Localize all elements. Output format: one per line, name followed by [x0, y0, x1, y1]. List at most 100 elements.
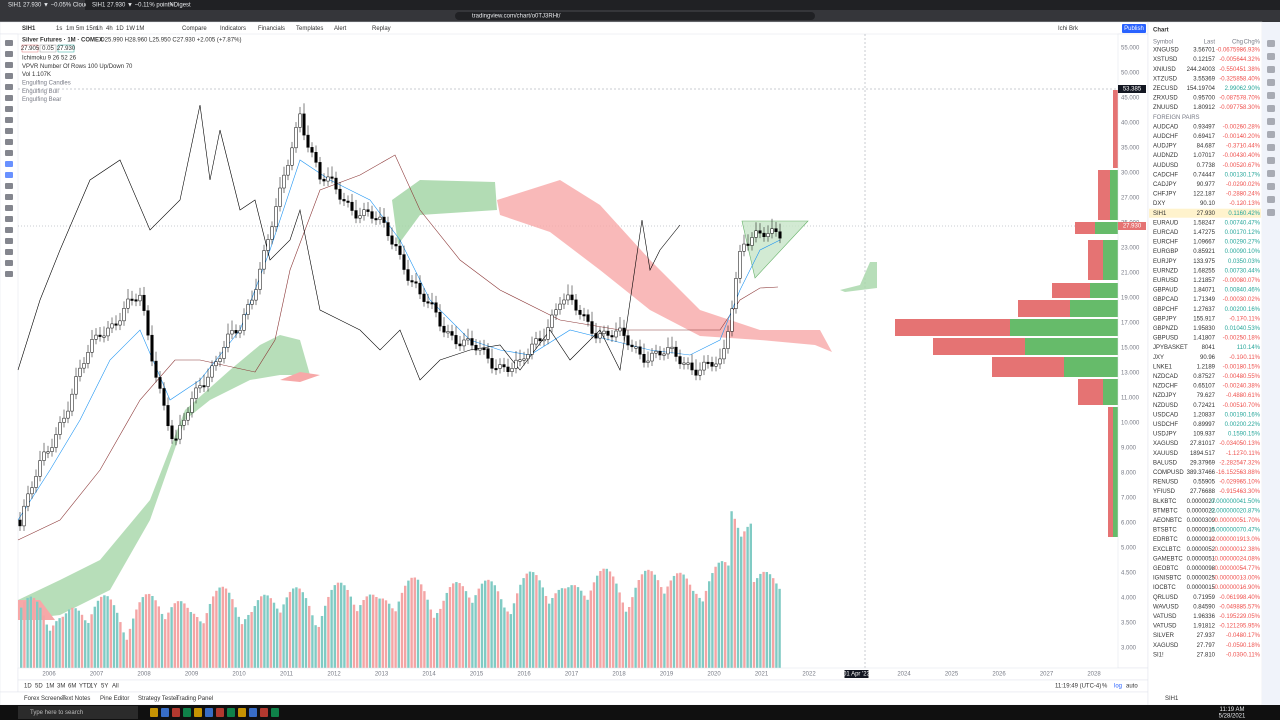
tool-icon[interactable]: [5, 249, 13, 255]
scale-toggle[interactable]: auto: [1126, 684, 1138, 690]
side-icon[interactable]: [1267, 209, 1275, 216]
range-button[interactable]: 1D: [24, 684, 32, 690]
bottom-tab[interactable]: Strategy Tester: [138, 696, 178, 702]
symbol[interactable]: BALUSD: [1153, 460, 1178, 466]
new-tab[interactable]: +: [170, 3, 174, 9]
symbol[interactable]: EURNZD: [1153, 268, 1179, 274]
side-icon[interactable]: [1267, 196, 1275, 203]
side-icon[interactable]: [1267, 40, 1275, 47]
range-button[interactable]: 1Y: [90, 684, 97, 690]
symbol[interactable]: LNKE1: [1153, 364, 1173, 370]
range-button[interactable]: 5D: [35, 684, 43, 690]
taskbar-icon[interactable]: [238, 708, 246, 717]
symbol[interactable]: USDCAD: [1153, 412, 1179, 418]
symbol[interactable]: AUDCAD: [1153, 124, 1179, 130]
interval[interactable]: 1M: [136, 26, 144, 32]
symbol[interactable]: COMPUSD: [1153, 470, 1184, 476]
symbol[interactable]: BTSBTC: [1153, 528, 1177, 534]
symbol[interactable]: WAVUSD: [1153, 604, 1179, 610]
symbol[interactable]: XAGUSD: [1153, 643, 1179, 649]
symbol[interactable]: VATUSD: [1153, 624, 1177, 630]
tool-icon[interactable]: [5, 271, 13, 277]
interval[interactable]: 15m: [86, 26, 98, 32]
taskbar-icon[interactable]: [194, 708, 202, 717]
symbol[interactable]: RENUSD: [1153, 480, 1179, 486]
price-box[interactable]: [57, 44, 75, 53]
symbol[interactable]: CHFJPY: [1153, 192, 1176, 198]
symbol[interactable]: GBPUSD: [1153, 336, 1179, 342]
indicator-legend[interactable]: Engulfing Bear: [22, 97, 61, 103]
symbol[interactable]: BTMBTC: [1153, 508, 1178, 514]
tool-icon[interactable]: [5, 95, 13, 101]
tool-icon[interactable]: [5, 40, 13, 46]
symbol[interactable]: QRLUSD: [1153, 595, 1179, 601]
interval[interactable]: 5m: [76, 26, 84, 32]
tool-icon[interactable]: [5, 128, 13, 134]
symbol[interactable]: DXY: [1153, 201, 1165, 207]
tool-icon[interactable]: [5, 62, 13, 68]
tool-icon[interactable]: [5, 117, 13, 123]
tool-icon[interactable]: [5, 51, 13, 57]
symbol[interactable]: ZNUUSD: [1153, 105, 1179, 111]
toolbar-button[interactable]: Compare: [182, 26, 207, 32]
tool-icon[interactable]: [5, 172, 13, 178]
indicator-legend[interactable]: Engulfing Bull: [22, 89, 59, 95]
tool-icon[interactable]: [5, 139, 13, 145]
tool-icon[interactable]: [5, 227, 13, 233]
bottom-tab[interactable]: Pine Editor: [100, 696, 129, 702]
bottom-tab[interactable]: Text Notes: [62, 696, 90, 702]
tool-icon[interactable]: [5, 106, 13, 112]
symbol[interactable]: USDCHF: [1153, 422, 1178, 428]
symbol[interactable]: XAGUSD: [1153, 441, 1179, 447]
symbol[interactable]: CADCHF: [1153, 172, 1178, 178]
tool-icon[interactable]: [5, 238, 13, 244]
symbol[interactable]: EDRBTC: [1153, 537, 1178, 543]
symbol[interactable]: GBPAUD: [1153, 288, 1179, 294]
tool-icon[interactable]: [5, 216, 13, 222]
taskbar-icon[interactable]: [271, 708, 279, 717]
side-icon[interactable]: [1267, 105, 1275, 112]
taskbar-icon[interactable]: [183, 708, 191, 717]
symbol[interactable]: ZRXUSD: [1153, 96, 1178, 102]
tool-icon[interactable]: [5, 205, 13, 211]
symbol[interactable]: USDJPY: [1153, 432, 1177, 438]
footer-symbol[interactable]: SIH1: [1165, 696, 1179, 702]
watchlist-title[interactable]: Chart: [1153, 28, 1169, 34]
symbol[interactable]: XAUUSD: [1153, 451, 1179, 457]
toolbar-button[interactable]: Templates: [296, 26, 323, 32]
symbol[interactable]: JPYBASKET: [1153, 345, 1188, 351]
tool-icon[interactable]: [5, 73, 13, 79]
price-box[interactable]: [39, 44, 57, 53]
publish-button[interactable]: [1122, 24, 1146, 33]
tool-icon[interactable]: [5, 183, 13, 189]
interval[interactable]: 1h: [96, 26, 103, 32]
symbol[interactable]: AUDCHF: [1153, 134, 1178, 140]
taskbar-icon[interactable]: [260, 708, 268, 717]
symbol[interactable]: GBPCAD: [1153, 297, 1179, 303]
taskbar-icon[interactable]: [249, 708, 257, 717]
symbol[interactable]: VATUSD: [1153, 614, 1177, 620]
range-button[interactable]: All: [112, 684, 119, 690]
side-icon[interactable]: [1267, 79, 1275, 86]
symbol[interactable]: NZDUSD: [1153, 403, 1179, 409]
toolbar-button[interactable]: Replay: [372, 26, 391, 32]
side-icon[interactable]: [1267, 183, 1275, 190]
taskbar-icon[interactable]: [150, 708, 158, 717]
side-icon[interactable]: [1267, 118, 1275, 125]
layout-name[interactable]: Ichi Brk: [1058, 26, 1079, 32]
symbol[interactable]: CADJPY: [1153, 182, 1177, 188]
symbol[interactable]: YFIUSD: [1153, 489, 1176, 495]
symbol[interactable]: XSTUSD: [1153, 57, 1178, 63]
tab[interactable]: [0, 0, 85, 10]
symbol[interactable]: SIH1: [22, 26, 36, 32]
taskbar-icon[interactable]: [216, 708, 224, 717]
indicator-legend[interactable]: Ichimoku 9 26 52 26: [22, 56, 77, 62]
symbol[interactable]: BLKBTC: [1153, 499, 1177, 505]
symbol[interactable]: NZDCHF: [1153, 384, 1178, 390]
symbol[interactable]: GAMEBTC: [1153, 556, 1183, 562]
symbol[interactable]: GBPJPY: [1153, 316, 1177, 322]
symbol[interactable]: GEOBTC: [1153, 566, 1179, 572]
symbol[interactable]: AUDNZD: [1153, 153, 1179, 159]
symbol[interactable]: AUDUSD: [1153, 163, 1179, 169]
side-icon[interactable]: [1267, 170, 1275, 177]
